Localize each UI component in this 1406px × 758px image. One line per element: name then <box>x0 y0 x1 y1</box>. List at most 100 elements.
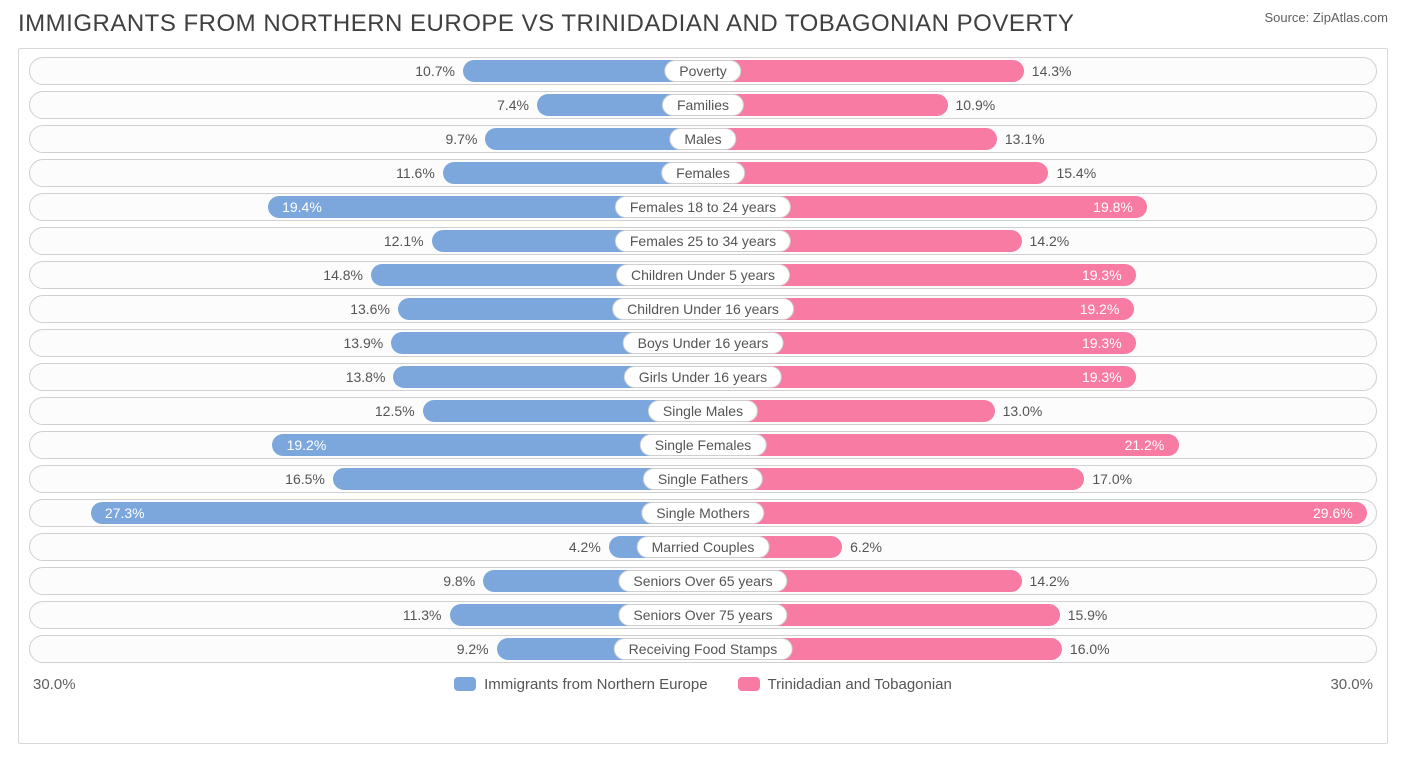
value-right: 10.9% <box>956 97 996 113</box>
value-left: 13.8% <box>346 369 386 385</box>
bar-half-left: 13.9% <box>30 330 703 356</box>
chart-row: 11.6% 15.4% Females <box>29 159 1377 187</box>
bar-half-right: 17.0% <box>703 466 1376 492</box>
value-left: 27.3% <box>105 505 145 521</box>
bar-half-left: 9.8% <box>30 568 703 594</box>
source-site: ZipAtlas.com <box>1313 10 1388 25</box>
bar-half-left: 27.3% <box>30 500 703 526</box>
category-label: Children Under 16 years <box>612 298 794 320</box>
value-left: 13.9% <box>343 335 383 351</box>
category-label: Females 18 to 24 years <box>615 196 791 218</box>
bar-half-right: 21.2% <box>703 432 1376 458</box>
category-label: Females <box>661 162 745 184</box>
chart-row: 10.7% 14.3%Poverty <box>29 57 1377 85</box>
category-label: Receiving Food Stamps <box>614 638 793 660</box>
bar-half-right: 14.3% <box>703 58 1376 84</box>
value-left: 9.7% <box>445 131 477 147</box>
value-right: 15.4% <box>1056 165 1096 181</box>
axis-max-left: 30.0% <box>33 676 76 693</box>
chart-row: 12.1% 14.2%Females 25 to 34 years <box>29 227 1377 255</box>
bar-half-left: 19.4% <box>30 194 703 220</box>
legend-label-left: Immigrants from Northern Europe <box>484 676 707 693</box>
category-label: Children Under 5 years <box>616 264 790 286</box>
chart-row: 13.9% 19.3% Boys Under 16 years <box>29 329 1377 357</box>
value-left: 11.3% <box>403 607 442 623</box>
bar-half-left: 16.5% <box>30 466 703 492</box>
chart-row: 9.8%14.2%Seniors Over 65 years <box>29 567 1377 595</box>
chart-row: 9.7% 13.1% Males <box>29 125 1377 153</box>
category-label: Boys Under 16 years <box>623 332 784 354</box>
legend-item-left: Immigrants from Northern Europe <box>454 676 707 693</box>
bar-half-left: 13.6% <box>30 296 703 322</box>
bar-half-right: 6.2% <box>703 534 1376 560</box>
value-right: 19.3% <box>1082 369 1122 385</box>
value-left: 7.4% <box>497 97 529 113</box>
chart-row: 27.3%29.6%Single Mothers <box>29 499 1377 527</box>
bar-half-right: 19.3% <box>703 262 1376 288</box>
bar-right <box>703 434 1179 456</box>
value-right: 13.1% <box>1005 131 1045 147</box>
chart-row: 9.2% 16.0% Receiving Food Stamps <box>29 635 1377 663</box>
bar-half-left: 12.5% <box>30 398 703 424</box>
legend-label-right: Trinidadian and Tobagonian <box>768 676 952 693</box>
category-label: Families <box>662 94 744 116</box>
value-right: 13.0% <box>1003 403 1043 419</box>
category-label: Males <box>669 128 736 150</box>
bar-right <box>703 60 1024 82</box>
bar-right <box>703 162 1048 184</box>
chart-row: 11.3% 15.9% Seniors Over 75 years <box>29 601 1377 629</box>
category-label: Girls Under 16 years <box>624 366 782 388</box>
bar-half-left: 13.8% <box>30 364 703 390</box>
bar-half-left: 11.6% <box>30 160 703 186</box>
category-label: Seniors Over 65 years <box>618 570 787 592</box>
chart-title: IMMIGRANTS FROM NORTHERN EUROPE VS TRINI… <box>18 10 1074 38</box>
bar-half-left: 11.3% <box>30 602 703 628</box>
category-label: Females 25 to 34 years <box>615 230 791 252</box>
bar-half-right: 19.3% <box>703 364 1376 390</box>
chart-row: 13.8% 19.3% Girls Under 16 years <box>29 363 1377 391</box>
bar-half-left: 12.1% <box>30 228 703 254</box>
bar-half-left: 19.2% <box>30 432 703 458</box>
value-right: 19.2% <box>1080 301 1120 317</box>
chart-row: 16.5% 17.0%Single Fathers <box>29 465 1377 493</box>
bar-half-left: 4.2% <box>30 534 703 560</box>
category-label: Seniors Over 75 years <box>618 604 787 626</box>
bar-half-left: 14.8% <box>30 262 703 288</box>
value-left: 16.5% <box>285 471 325 487</box>
chart-row: 19.2%21.2%Single Females <box>29 431 1377 459</box>
legend-item-right: Trinidadian and Tobagonian <box>738 676 952 693</box>
value-right: 19.3% <box>1082 335 1122 351</box>
bar-half-right: 13.1% <box>703 126 1376 152</box>
category-label: Single Fathers <box>643 468 763 490</box>
bar-half-right: 16.0% <box>703 636 1376 662</box>
value-right: 16.0% <box>1070 641 1110 657</box>
chart-area: 10.7% 14.3%Poverty 7.4% 10.9% Families 9.7% 13… <box>18 48 1388 744</box>
bar-left <box>91 502 703 524</box>
value-left: 12.1% <box>384 233 424 249</box>
legend: Immigrants from Northern Europe Trinidad… <box>454 676 952 693</box>
bar-half-left: 10.7% <box>30 58 703 84</box>
bar-half-right: 14.2% <box>703 568 1376 594</box>
value-left: 9.2% <box>457 641 489 657</box>
value-left: 4.2% <box>569 539 601 555</box>
bar-half-right: 13.0% <box>703 398 1376 424</box>
value-left: 10.7% <box>415 63 455 79</box>
value-left: 12.5% <box>375 403 415 419</box>
bar-right <box>703 502 1367 524</box>
value-right: 15.9% <box>1068 607 1108 623</box>
chart-row: 7.4% 10.9% Families <box>29 91 1377 119</box>
bar-half-right: 14.2% <box>703 228 1376 254</box>
category-label: Poverty <box>664 60 741 82</box>
bar-half-left: 7.4% <box>30 92 703 118</box>
chart-row: 12.5% 13.0% Single Males <box>29 397 1377 425</box>
value-right: 19.8% <box>1093 199 1133 215</box>
value-right: 21.2% <box>1125 437 1165 453</box>
category-label: Single Males <box>648 400 758 422</box>
source-label: Source: <box>1264 10 1312 25</box>
bar-right <box>703 128 997 150</box>
bar-half-right: 19.3% <box>703 330 1376 356</box>
value-left: 11.6% <box>396 165 435 181</box>
chart-row: 14.8%19.3%Children Under 5 years <box>29 261 1377 289</box>
bar-half-right: 29.6% <box>703 500 1376 526</box>
chart-row: 4.2%6.2%Married Couples <box>29 533 1377 561</box>
